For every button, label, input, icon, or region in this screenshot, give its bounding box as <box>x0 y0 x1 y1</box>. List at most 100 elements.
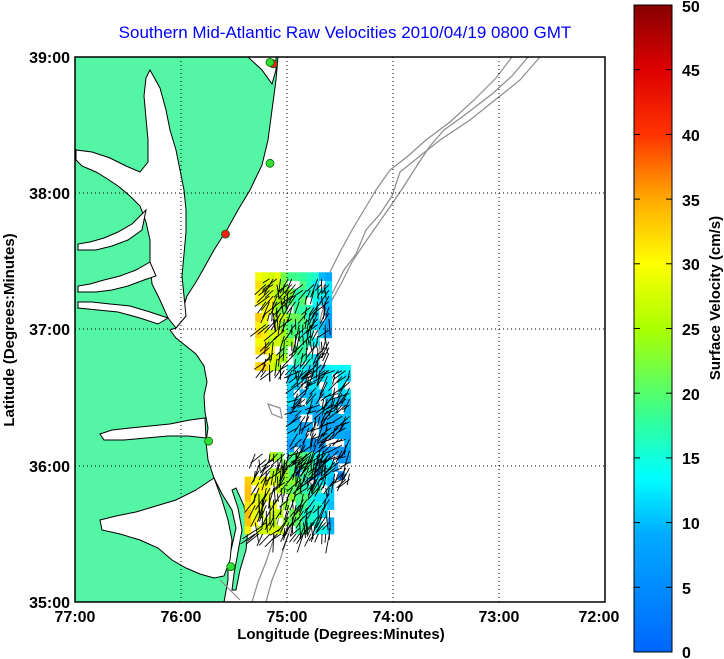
velocity-arrow <box>298 421 313 432</box>
velocity-cell <box>274 272 282 281</box>
velocity-arrow <box>294 329 304 337</box>
velocity-arrow <box>260 370 274 381</box>
velocity-arrow <box>305 290 311 301</box>
velocity-arrow <box>299 510 312 522</box>
velocity-cell <box>280 321 288 330</box>
map-plot: 77:00 76:00 75:00 74:00 73:00 72:00 Long… <box>1 50 620 643</box>
velocity-arrow <box>286 295 296 309</box>
velocity-cell <box>325 373 333 382</box>
velocity-arrow <box>319 376 328 395</box>
velocity-arrow <box>260 499 267 512</box>
velocity-arrow <box>272 499 275 519</box>
velocity-arrow <box>289 528 293 537</box>
velocity-arrow <box>304 404 321 411</box>
velocity-arrow <box>305 324 311 344</box>
velocity-cell <box>287 389 294 399</box>
velocity-arrow <box>341 387 350 405</box>
velocity-cell <box>287 373 294 382</box>
velocity-arrow <box>317 416 321 427</box>
velocity-arrow <box>309 427 313 436</box>
velocity-cell <box>325 321 333 330</box>
velocity-cell <box>261 272 269 281</box>
velocity-cell <box>299 422 307 431</box>
velocity-cell <box>267 280 275 290</box>
velocity-arrow <box>297 290 307 301</box>
x-tick-label: 73:00 <box>479 609 520 626</box>
colorbar-tick-label: 0 <box>682 645 691 659</box>
velocity-arrow <box>321 499 330 512</box>
velocity-arrow <box>273 301 289 316</box>
velocity-arrow <box>299 528 304 539</box>
velocity-arrow <box>251 487 260 505</box>
velocity-arrow <box>260 470 271 484</box>
velocity-cell <box>244 517 252 527</box>
velocity-arrow <box>306 284 315 292</box>
velocity-cell <box>299 329 307 339</box>
velocity-arrow <box>322 444 332 454</box>
velocity-cell <box>251 517 258 527</box>
velocity-cell <box>255 345 263 355</box>
velocity-arrow <box>294 301 300 314</box>
figure-title: Southern Mid-Atlantic Raw Velocities 201… <box>119 23 572 42</box>
velocity-cell <box>267 362 275 371</box>
velocity-cell <box>295 517 303 527</box>
velocity-cell <box>318 389 326 399</box>
velocity-arrow <box>282 318 285 333</box>
velocity-arrow <box>260 370 267 378</box>
velocity-cell <box>306 354 313 363</box>
velocity-cell <box>289 493 296 502</box>
velocity-arrow <box>289 505 301 517</box>
velocity-cell <box>312 296 320 306</box>
velocity-arrow <box>288 444 302 460</box>
velocity-cell <box>282 484 290 494</box>
velocity-cell <box>287 446 294 456</box>
y-tick-label: 36:00 <box>29 459 70 476</box>
velocity-arrow <box>275 459 282 476</box>
velocity-arrow <box>292 393 306 407</box>
velocity-arrow <box>334 416 350 431</box>
velocity-cell <box>287 337 294 347</box>
velocity-arrow <box>335 450 343 463</box>
velocity-arrow <box>297 404 306 408</box>
y-tick-label: 38:00 <box>29 186 70 203</box>
velocity-arrow <box>313 522 319 533</box>
velocity-arrow <box>262 488 267 506</box>
velocity-cell <box>282 468 290 478</box>
velocity-arrow <box>310 439 313 450</box>
velocity-arrow <box>322 347 330 362</box>
velocity-cell <box>287 422 294 431</box>
velocity-arrow <box>255 347 270 360</box>
velocity-cell <box>306 422 313 431</box>
velocity-arrow <box>300 358 307 367</box>
velocity-arrow <box>298 422 302 435</box>
velocity-cell <box>344 454 352 464</box>
velocity-arrow <box>253 358 270 370</box>
velocity-arrow <box>286 487 293 501</box>
velocity-arrow <box>272 493 282 507</box>
grid-lines <box>75 57 605 602</box>
velocity-arrow <box>270 453 286 467</box>
velocity-cell <box>274 354 282 363</box>
velocity-cell <box>257 501 265 510</box>
velocity-arrow <box>260 295 274 311</box>
velocity-cell <box>274 362 282 371</box>
velocity-arrow <box>316 370 326 377</box>
velocity-arrow <box>285 416 302 427</box>
velocity-cell <box>337 414 345 423</box>
velocity-arrow <box>332 370 343 376</box>
velocity-arrow <box>305 347 308 358</box>
velocity-arrow <box>311 421 317 433</box>
velocity-arrow <box>264 533 278 548</box>
velocity-arrow <box>322 295 330 310</box>
velocity-cell <box>244 501 252 510</box>
velocity-cell <box>337 446 345 456</box>
velocity-cell <box>287 313 294 322</box>
velocity-arrow <box>263 329 278 342</box>
velocity-arrow <box>286 301 296 315</box>
velocity-cell <box>312 272 320 281</box>
velocity-arrow <box>336 404 343 412</box>
velocity-arrow <box>304 476 312 483</box>
velocity-cell <box>251 501 258 510</box>
velocity-cell <box>244 476 252 486</box>
